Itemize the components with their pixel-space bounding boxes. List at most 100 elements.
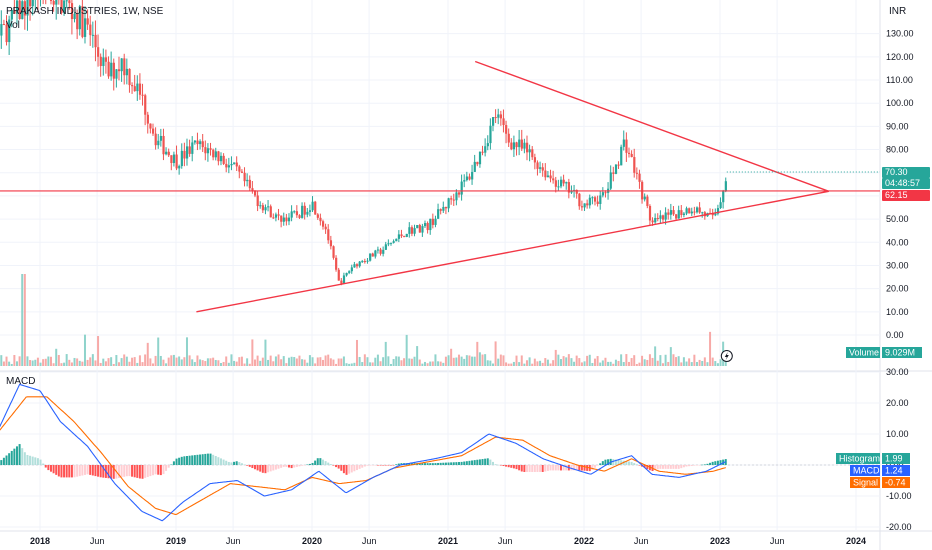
macd-histogram-bar (86, 465, 89, 475)
price-tick-label: 130.00 (886, 29, 914, 39)
macd-histogram-bar (376, 465, 379, 466)
volume-bar (209, 358, 212, 366)
volume-bar (332, 359, 335, 366)
candle-body (193, 140, 197, 143)
volume-bar (635, 363, 638, 366)
candle-body (659, 215, 662, 219)
candle-body (494, 117, 497, 119)
macd-histogram-bar (60, 465, 63, 478)
candle-body (512, 142, 516, 150)
macd-histogram-bar (612, 459, 615, 465)
macd-histogram-bar (688, 465, 691, 467)
candle-body (248, 179, 251, 189)
volume-bar (570, 358, 573, 366)
candle-body (157, 140, 160, 146)
candle-body (293, 211, 296, 213)
volume-bar (277, 354, 280, 366)
macd-histogram-bar (562, 465, 565, 471)
volume-bar (541, 362, 544, 366)
candle-body (83, 18, 87, 37)
macd-histogram-bar (212, 454, 215, 465)
volume-bar (57, 355, 60, 366)
candle-body (382, 249, 385, 254)
candle-body (421, 226, 424, 233)
macd-histogram-bar (235, 461, 238, 465)
volume-bar (452, 357, 455, 366)
macd-histogram-bar (49, 465, 52, 472)
volume-bar (0, 355, 3, 366)
macd-histogram-bar (55, 465, 58, 475)
volume-bar (15, 361, 18, 366)
volume-bar (264, 339, 267, 366)
volume-bar (295, 358, 298, 366)
volume-bar (44, 358, 47, 366)
candle-body (586, 203, 589, 206)
volume-bar (335, 363, 338, 366)
macd-histogram-bar (89, 465, 92, 475)
macd-histogram-bar (78, 465, 81, 477)
volume-bar (638, 362, 641, 366)
price-tick-label: 120.00 (886, 52, 914, 62)
macd-histogram-bar (238, 462, 241, 465)
time-tick-label: Jun (90, 536, 105, 546)
macd-histogram-bar (353, 465, 356, 472)
macd-histogram-bar (507, 465, 510, 468)
volume-bar (214, 360, 217, 366)
macd-histogram-bar (719, 460, 722, 465)
volume-bar (230, 354, 233, 366)
macd-histogram-bar (272, 465, 275, 471)
macd-histogram-bar (701, 464, 704, 466)
macd-histogram-bar (546, 465, 549, 471)
candle-body (251, 188, 254, 192)
time-tick-label: Jun (226, 536, 241, 546)
candle-body (418, 225, 421, 233)
candle-body (661, 215, 665, 220)
candle-body (507, 133, 510, 143)
candle-body (499, 114, 503, 119)
volume-bar (654, 346, 657, 366)
volume-bar (426, 363, 429, 366)
candle-body (5, 24, 8, 43)
candle-body (141, 94, 144, 96)
volume-bar (604, 357, 607, 366)
macd-histogram-bar (358, 465, 361, 469)
candle-body (693, 211, 696, 213)
macd-histogram-bar (497, 464, 500, 466)
macd-histogram-bar (94, 465, 97, 477)
volume-bar (267, 359, 270, 366)
macd-histogram-bar (34, 457, 37, 465)
macd-histogram-bar (285, 465, 288, 467)
macd-histogram-bar (625, 461, 628, 465)
symbol-title: PRAKASH INDUSTRIES, 1W, NSE (6, 6, 164, 17)
macd-histogram-bar (709, 462, 712, 465)
volume-bar (327, 354, 330, 366)
volume-bar (601, 360, 604, 366)
macd-histogram-bar (157, 465, 160, 475)
macd-histogram-bar (29, 455, 32, 465)
macd-histogram-bar (494, 464, 497, 465)
macd-histogram-bar (410, 463, 413, 465)
macd-histogram-bar (471, 460, 474, 465)
overlays (0, 60, 880, 362)
candle-body (714, 213, 717, 216)
macd-histogram-bar (151, 465, 154, 476)
volume-bar (311, 357, 314, 366)
candle-body (363, 261, 367, 263)
candle-body (664, 212, 667, 220)
macd-histogram-bar (5, 455, 8, 465)
candle-body (395, 238, 398, 242)
candle-body (335, 257, 338, 270)
volume-bar (693, 354, 696, 366)
macd-tick-label: 10.00 (886, 429, 909, 439)
macd-histogram-bar (518, 465, 521, 471)
macd-histogram-bar (439, 462, 442, 465)
candle-body (588, 197, 591, 206)
candle-body (533, 157, 537, 163)
volume-bar (578, 358, 581, 366)
countdown-tag-box (882, 178, 930, 189)
volume-bar (562, 356, 565, 366)
candle-body (97, 47, 100, 57)
volume-bar (78, 360, 81, 366)
volume-bar (83, 334, 86, 366)
candle-body (719, 202, 722, 209)
